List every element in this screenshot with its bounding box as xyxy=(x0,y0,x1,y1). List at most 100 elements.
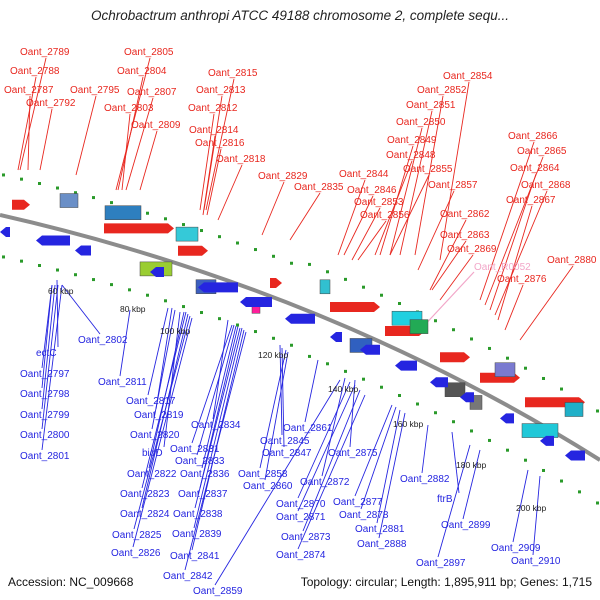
forward-gene-label: Oant_2812 xyxy=(188,103,238,114)
leader-line xyxy=(451,431,460,494)
leader-line xyxy=(437,444,471,558)
reverse-gene xyxy=(500,413,514,424)
reverse-gene-label: Oant_2877 xyxy=(333,497,383,508)
tick-mark xyxy=(488,346,491,350)
leader-line xyxy=(194,327,241,509)
forward-gene-label: Oant_2818 xyxy=(216,154,266,165)
tick-mark xyxy=(236,241,239,245)
gene-block xyxy=(59,193,79,208)
reverse-gene-label: Oant_2881 xyxy=(355,524,405,535)
leader-line xyxy=(349,379,356,448)
forward-gene-label: Oant_2853 xyxy=(354,197,404,208)
leader-line xyxy=(378,412,406,539)
tick-mark xyxy=(470,337,473,341)
forward-gene-label: Oant_2863 xyxy=(440,230,490,241)
tick-mark xyxy=(416,402,419,406)
tick-mark xyxy=(398,301,401,305)
leader-line xyxy=(497,205,533,321)
forward-gene-label: Oant_2862 xyxy=(440,209,490,220)
leader-line xyxy=(41,284,53,389)
tick-mark xyxy=(344,277,347,281)
forward-gene-label: Oant_2868 xyxy=(521,180,571,191)
reverse-gene-label: Oant_2799 xyxy=(20,410,70,421)
tick-mark xyxy=(74,273,77,277)
leader-line xyxy=(125,97,154,191)
forward-gene-label: Oant_2816 xyxy=(195,138,245,149)
reverse-gene-label: Oant_2837 xyxy=(178,489,228,500)
leader-line xyxy=(376,409,401,524)
reverse-gene-label: Oant_2833 xyxy=(175,456,225,467)
reverse-gene-label: Oant_2838 xyxy=(173,509,223,520)
reverse-gene-label: Oant_2897 xyxy=(416,558,466,569)
tick-mark xyxy=(398,393,401,397)
leader-line xyxy=(379,145,414,256)
reverse-gene-label: Oant_2878 xyxy=(339,510,389,521)
reverse-gene-label: Oant_2839 xyxy=(172,529,222,540)
tick-mark xyxy=(560,479,563,483)
tick-mark xyxy=(488,438,491,442)
leader-line xyxy=(494,190,548,316)
forward-gene-label: Oant_2850 xyxy=(396,117,446,128)
leader-line xyxy=(281,347,285,448)
chromosome-backbone xyxy=(0,213,600,462)
leader-line xyxy=(389,127,423,256)
tick-mark xyxy=(254,248,257,252)
leader-line xyxy=(297,384,356,512)
reverse-gene-label: ectC xyxy=(36,348,57,359)
gene-block xyxy=(564,402,584,417)
tick-mark xyxy=(236,323,239,327)
leader-line xyxy=(121,113,131,191)
gene-block xyxy=(104,205,142,220)
reverse-gene-label: Oant_2874 xyxy=(276,550,326,561)
tick-mark xyxy=(380,293,383,297)
reverse-gene xyxy=(395,360,417,371)
leader-line xyxy=(41,284,56,410)
forward-gene-label: Oant_2844 xyxy=(339,169,389,180)
reverse-gene-label: Oant_2800 xyxy=(20,430,70,441)
tick-mark xyxy=(182,305,185,309)
tick-mark xyxy=(596,409,599,413)
forward-gene-label: Oant_2795 xyxy=(70,85,120,96)
forward-gene-label: Oant_2829 xyxy=(258,171,308,182)
reverse-gene xyxy=(36,235,70,246)
leader-line xyxy=(439,254,474,301)
leader-line xyxy=(297,381,351,499)
tick-mark xyxy=(506,356,509,360)
leader-line xyxy=(139,130,158,191)
leader-line xyxy=(201,325,237,469)
tick-mark xyxy=(578,490,581,494)
reverse-gene-label: Oant_2841 xyxy=(170,551,220,562)
leader-line xyxy=(417,190,455,271)
tick-mark xyxy=(200,311,203,315)
tick-mark xyxy=(470,429,473,433)
tick-mark xyxy=(452,328,455,332)
reverse-gene-label: Oant_2798 xyxy=(20,389,70,400)
forward-gene xyxy=(104,223,174,234)
forward-gene-label: Oant_2815 xyxy=(208,68,258,79)
reverse-gene-label: Oant_2834 xyxy=(191,420,241,431)
reverse-gene xyxy=(285,313,315,324)
reverse-gene-label: Oant_2820 xyxy=(130,430,180,441)
leader-line xyxy=(489,173,537,311)
tick-mark xyxy=(506,448,509,452)
reverse-gene-label: Oant_2858 xyxy=(238,469,288,480)
tick-mark xyxy=(524,366,527,370)
genome-summary: Topology: circular; Length: 1,895,911 bp… xyxy=(300,575,592,589)
leader-line xyxy=(141,311,187,489)
leader-line xyxy=(39,108,53,171)
gene-block xyxy=(444,382,466,397)
tick-mark xyxy=(164,217,167,221)
tick-mark xyxy=(92,196,95,200)
leader-line xyxy=(202,135,216,216)
reverse-gene-label: Oant_2826 xyxy=(111,548,161,559)
tick-mark xyxy=(92,278,95,282)
reverse-gene xyxy=(460,392,474,403)
reverse-gene xyxy=(0,227,10,237)
forward-gene-label: Oant_2849 xyxy=(387,135,437,146)
scale-label: 80 kbp xyxy=(120,304,146,314)
reverse-gene-label: Oant_2801 xyxy=(20,451,70,462)
leader-line xyxy=(337,179,366,256)
tick-mark xyxy=(74,191,77,195)
tick-mark xyxy=(20,259,23,263)
